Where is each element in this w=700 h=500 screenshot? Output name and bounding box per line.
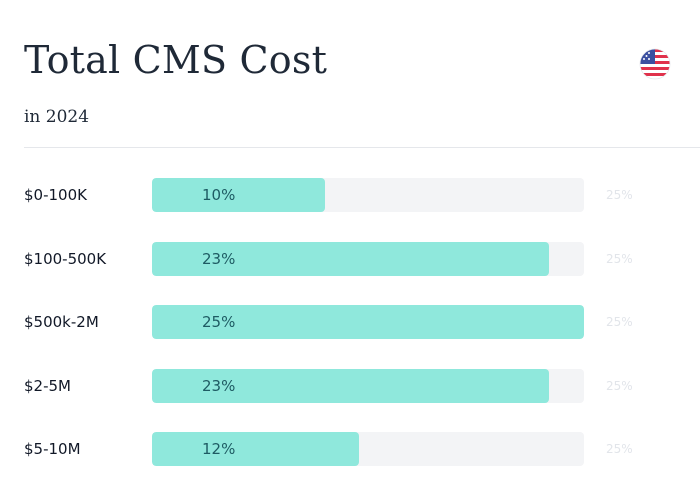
bar-track: 23%	[152, 241, 584, 276]
bar-fill	[152, 241, 549, 276]
bar-track: 23%	[152, 368, 584, 403]
bar-value-label: 25%	[202, 313, 236, 331]
category-label: $2-5M	[24, 376, 71, 395]
chart-title: Total CMS Cost	[24, 38, 328, 82]
category-label: $5-10M	[24, 440, 81, 458]
bar-value-label: 23%	[202, 376, 236, 395]
bar-track: 25%	[152, 305, 584, 339]
category-label: $100-500K	[24, 249, 107, 268]
header-divider	[24, 147, 700, 148]
category-label: $500k-2M	[24, 313, 99, 331]
max-value-label: 25%	[606, 188, 633, 202]
max-value-label: 25%	[606, 251, 633, 266]
bar-row: $500k-2M 25% 25%	[0, 305, 700, 339]
max-value-label: 25%	[606, 315, 633, 329]
bar-row: $100-500K 23% 25%	[0, 241, 700, 276]
bar-fill	[152, 432, 359, 466]
max-value-label: 25%	[606, 378, 633, 393]
max-value-label: 25%	[606, 442, 633, 456]
bar-row: $5-10M 12% 25%	[0, 432, 700, 466]
bar-fill	[152, 305, 584, 339]
bar-value-label: 23%	[202, 249, 236, 268]
bar-value-label: 12%	[202, 440, 236, 458]
bar-row: $0-100K 10% 25%	[0, 178, 700, 212]
bar-track: 12%	[152, 432, 584, 466]
bar-track: 10%	[152, 178, 584, 212]
bar-row: $2-5M 23% 25%	[0, 368, 700, 403]
us-flag-icon	[639, 48, 671, 80]
bar-fill	[152, 368, 549, 403]
category-label: $0-100K	[24, 186, 87, 204]
chart-subtitle: in 2024	[24, 107, 90, 127]
bar-value-label: 10%	[202, 186, 236, 204]
bar-fill	[152, 178, 325, 212]
